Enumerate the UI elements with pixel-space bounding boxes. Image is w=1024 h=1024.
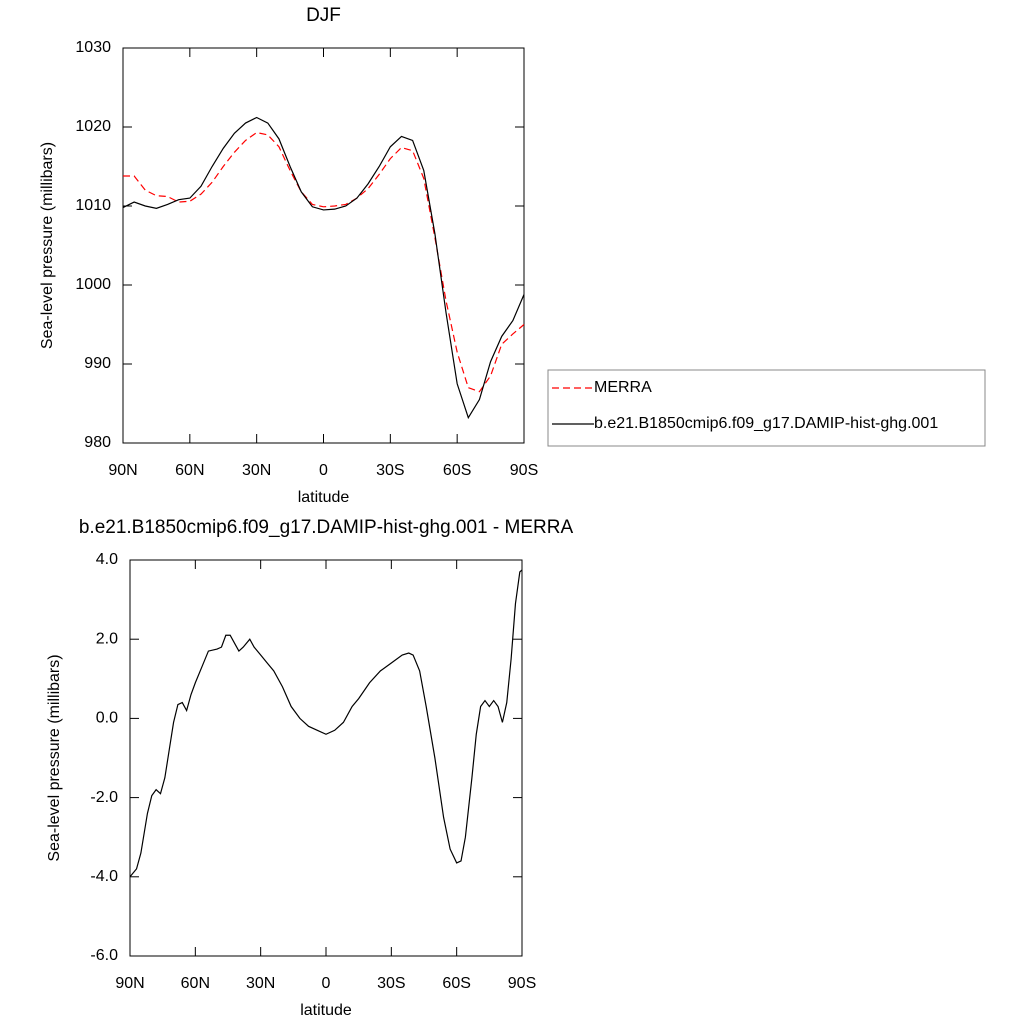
y-tick-label: -6.0: [90, 947, 118, 964]
x-tick-label: 90S: [508, 975, 536, 992]
plot-frame: [129, 559, 523, 957]
y-tick-label: -4.0: [90, 868, 118, 885]
legend-label: b.e21.B1850cmip6.f09_g17.DAMIP-hist-ghg.…: [594, 415, 938, 432]
x-tick-label: 90N: [115, 975, 144, 992]
x-tick-label: 60N: [181, 975, 210, 992]
x-tick-label: 0: [322, 975, 331, 992]
y-tick-label: 1030: [75, 39, 111, 56]
chart-title: DJF: [306, 5, 341, 26]
x-tick-label: 30S: [377, 975, 405, 992]
x-tick-label: 60S: [443, 462, 471, 479]
x-tick-label: 60N: [175, 462, 204, 479]
data-line: [122, 116, 525, 420]
y-tick-label: 2.0: [96, 630, 118, 647]
x-tick-label: 0: [319, 462, 328, 479]
y-tick-label: 1010: [75, 197, 111, 214]
x-axis-label: latitude: [300, 1002, 352, 1019]
legend-box: [547, 369, 986, 447]
chart-title: b.e21.B1850cmip6.f09_g17.DAMIP-hist-ghg.…: [79, 517, 574, 538]
plot-frame: [122, 47, 525, 444]
x-tick-label: 90S: [510, 462, 538, 479]
y-tick-label: 4.0: [96, 551, 118, 568]
x-tick-label: 90N: [108, 462, 137, 479]
y-tick-label: 990: [84, 355, 111, 372]
y-tick-label: -2.0: [90, 789, 118, 806]
y-tick-label: 0.0: [96, 710, 118, 727]
x-tick-label: 30S: [376, 462, 404, 479]
data-line: [123, 131, 525, 393]
x-tick-label: 30N: [242, 462, 271, 479]
y-axis-label: Sea-level pressure (millibars): [46, 654, 63, 861]
data-line: [129, 569, 523, 878]
legend-label: MERRA: [594, 379, 652, 396]
y-tick-label: 1020: [75, 118, 111, 135]
x-axis-label: latitude: [298, 489, 350, 506]
y-tick-label: 1000: [75, 276, 111, 293]
y-tick-label: 980: [84, 434, 111, 451]
x-tick-label: 60S: [442, 975, 470, 992]
x-tick-label: 30N: [246, 975, 275, 992]
y-axis-label: Sea-level pressure (millibars): [39, 142, 56, 349]
